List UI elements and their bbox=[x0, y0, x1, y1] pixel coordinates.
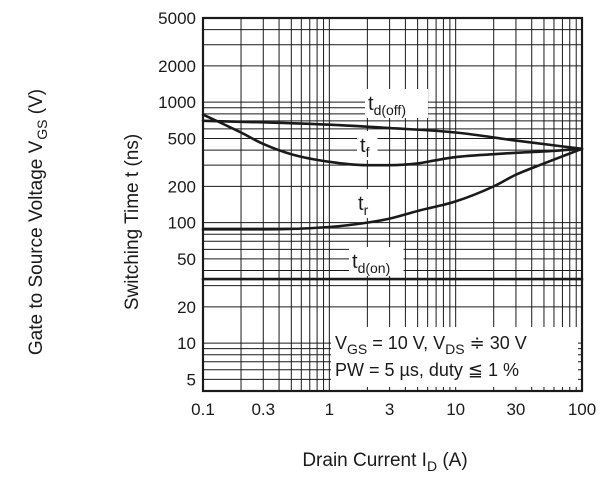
label-background bbox=[365, 89, 428, 118]
x-tick-label: 0.1 bbox=[191, 400, 215, 419]
label-background bbox=[349, 247, 404, 276]
chart-tick-labels: 0.1 0.3 1 3 10 30 100 5000 2000 1000 500 200 100 50 20… bbox=[158, 9, 596, 419]
curve-tr bbox=[201, 147, 584, 231]
curve-td-off bbox=[201, 119, 584, 151]
x-tick-label: 30 bbox=[506, 400, 525, 419]
y-tick-label: 200 bbox=[168, 177, 196, 196]
y-tick-label: 500 bbox=[168, 129, 196, 148]
x-tick-label: 10 bbox=[446, 400, 465, 419]
chart-curves bbox=[201, 113, 584, 281]
label-background bbox=[355, 189, 376, 218]
y-tick-label: 2000 bbox=[158, 57, 196, 76]
y-axis-outer-title: Gate to Source Voltage VGS (V) bbox=[26, 89, 50, 355]
label-td-on: td(on) bbox=[352, 251, 390, 276]
x-tick-label: 100 bbox=[568, 400, 596, 419]
chart-curve-labels: td(off) tf tr td(on) bbox=[349, 89, 428, 276]
y-tick-label: 100 bbox=[168, 214, 196, 233]
conditions-background bbox=[331, 327, 578, 387]
conditions-annotation: VGS = 10 V, VDS ≑ 30 V PW = 5 µs, duty ≦… bbox=[331, 327, 578, 387]
label-tf: tf bbox=[360, 135, 370, 160]
y-tick-label: 20 bbox=[177, 298, 196, 317]
x-tick-label: 3 bbox=[385, 400, 394, 419]
x-axis-title: Drain Current ID (A) bbox=[302, 450, 467, 474]
conditions-line-2: PW = 5 µs, duty ≦ 1 % bbox=[335, 360, 519, 380]
conditions-line-1: VGS = 10 V, VDS ≑ 30 V bbox=[335, 333, 527, 357]
x-tick-label: 0.3 bbox=[251, 400, 275, 419]
label-background bbox=[357, 131, 378, 160]
plot-frame bbox=[201, 16, 584, 393]
y-tick-label: 5000 bbox=[158, 9, 196, 28]
x-tick-label: 1 bbox=[325, 400, 334, 419]
y-tick-label: 5 bbox=[187, 370, 196, 389]
y-tick-label: 1000 bbox=[158, 93, 196, 112]
curve-tf bbox=[201, 113, 584, 167]
y-tick-label: 50 bbox=[177, 250, 196, 269]
y-tick-label: 10 bbox=[177, 334, 196, 353]
y-axis-title: Switching Time t (ns) bbox=[122, 134, 143, 310]
label-td-off: td(off) bbox=[368, 93, 406, 118]
label-tr: tr bbox=[358, 193, 369, 218]
